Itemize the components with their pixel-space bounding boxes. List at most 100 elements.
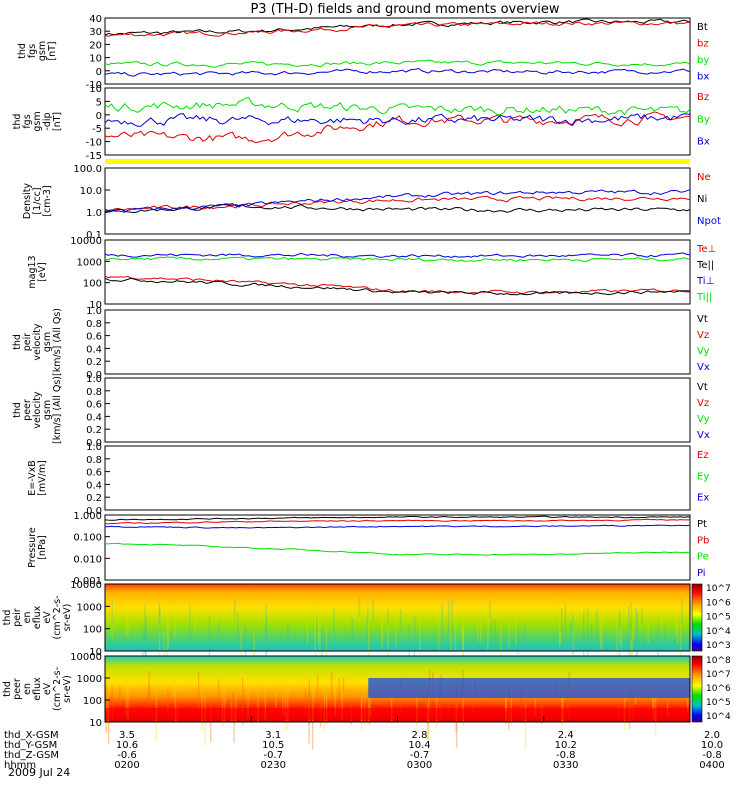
y-tick-label: 0.4: [86, 344, 102, 355]
spectrogram-streak: [119, 686, 121, 705]
y-axis-label: [km/s] (All Qs): [52, 376, 63, 444]
legend-entry: Vt: [697, 314, 708, 325]
y-axis-label: gsm: [42, 332, 53, 352]
y-axis-label: velocity: [32, 323, 43, 361]
y-tick-label: 0.001: [73, 576, 102, 587]
y-axis-label: fgs: [22, 114, 33, 128]
spectrogram-streak: [479, 606, 482, 643]
x-axis-value: 10.4: [408, 740, 430, 751]
panel-frame: [104, 239, 691, 305]
panel-frame: [104, 445, 691, 511]
spectrogram-streak: [616, 615, 618, 667]
spectrogram-streak: [127, 611, 129, 636]
spectrogram-streak: [435, 678, 438, 729]
spectrogram-streak: [647, 623, 649, 644]
spectrogram-streak: [317, 600, 319, 646]
spectrogram-streak: [559, 598, 561, 647]
y-axis-label: [cm-3]: [42, 185, 53, 216]
colorbar-tick-label: 10^8: [706, 656, 731, 666]
legend-entry: Vt: [697, 382, 708, 393]
legend-entry: Ez: [697, 450, 709, 461]
spectrogram-streak: [381, 606, 384, 637]
y-axis-label: gsm: [32, 111, 43, 131]
y-tick-label: 0.6: [86, 332, 102, 343]
x-axis-value: 10.6: [116, 740, 138, 751]
spectrogram-streak: [419, 619, 421, 655]
y-tick-label: 1.0: [86, 306, 102, 317]
y-tick-label: 0.0: [86, 506, 102, 517]
y-axis-label: thd: [2, 681, 13, 697]
spectrogram-streak: [325, 625, 328, 678]
x-axis-labels: thd_X-GSM 3.5 3.1 2.8 2.4 2.0 thd_Y-GSM 10.6 10.…: [4, 716, 725, 771]
legend-entry: Bt: [697, 22, 708, 33]
spectrogram-streak: [477, 604, 479, 642]
y-tick-label: 100: [83, 696, 102, 707]
spectrogram-streak: [520, 683, 523, 716]
spectrogram-streak: [461, 686, 463, 711]
spectrogram-streak: [451, 599, 453, 640]
y-tick-label: 100: [83, 625, 102, 636]
y-axis-label: gsm: [37, 41, 48, 61]
x-axis-row-label: hhmm: [4, 760, 36, 771]
spectrogram-streak: [275, 690, 277, 708]
legend-entry: Te||: [696, 260, 714, 271]
spectrogram-streak: [562, 690, 564, 723]
spectrogram-streak: [242, 678, 244, 725]
spectrogram-streak: [285, 681, 287, 732]
legend-entry: Pb: [697, 535, 709, 546]
spectrogram-streak: [601, 616, 603, 649]
y-tick-label: 1000: [77, 674, 102, 685]
spectrogram-streak: [387, 625, 389, 658]
y-tick-label: 0.8: [86, 387, 102, 398]
colorbar-tick-label: 10^3: [706, 641, 731, 651]
y-axis-label: en: [22, 683, 33, 695]
spectrogram-streak: [218, 621, 220, 637]
spectrogram-streak: [456, 700, 458, 748]
spectrogram-streak: [635, 608, 638, 660]
spectrogram-streak: [628, 605, 630, 656]
y-tick-label: 1000: [77, 257, 102, 268]
spectrogram-streak: [174, 619, 176, 639]
legend-entry: Vz: [697, 330, 709, 341]
x-axis-value: -0.7: [263, 750, 283, 761]
y-tick-label: 0.4: [86, 480, 102, 491]
spectrogram-streak: [111, 598, 113, 639]
legend-entry: By: [697, 114, 710, 125]
spectrogram-streak: [315, 599, 318, 618]
x-axis-value: -0.6: [117, 750, 137, 761]
y-axis-label: -dip: [42, 112, 53, 130]
spectrogram-streak: [308, 678, 310, 725]
spectrogram-streak: [312, 699, 314, 750]
y-axis-label: sr-eV): [62, 604, 73, 632]
y-axis-label: gsm: [42, 400, 53, 420]
series-line-Bx: [104, 113, 691, 127]
y-axis-label: Pressure: [27, 527, 38, 568]
spectrogram-streak: [237, 613, 239, 643]
spectrogram-streak: [441, 603, 443, 648]
y-tick-label: 10000: [70, 580, 102, 591]
y-tick-label: 0.010: [73, 554, 102, 565]
legend-entry: Te⊥: [696, 244, 716, 255]
spectrogram-streak: [618, 610, 621, 658]
spectrogram-streak: [572, 614, 574, 655]
spectrogram-streak: [408, 624, 410, 666]
panel-1: 40 30 20 10 0 -10 thd fgs gsm [nT] Bt bz by bx: [17, 14, 709, 91]
y-axis-label: peir: [22, 333, 33, 352]
x-axis-row-label: thd_X-GSM: [4, 730, 59, 741]
spectrogram-streak: [345, 673, 347, 691]
chart-title: P3 (TH-D) fields and ground moments over…: [250, 2, 559, 17]
y-axis-label: peer: [22, 399, 33, 421]
x-axis-value: 0300: [407, 760, 432, 771]
spectrogram-streak: [111, 686, 113, 722]
spectrogram-streak: [142, 628, 144, 672]
panel-frame: [104, 583, 691, 652]
spectrogram-streak: [437, 602, 440, 651]
x-axis-row-label: thd_Y-GSM: [4, 740, 57, 751]
spectrogram-image: [105, 584, 690, 651]
y-tick-label: 0.6: [86, 400, 102, 411]
spectrogram-streak: [235, 690, 237, 724]
series-line-Te||: [104, 277, 691, 296]
legend-entry: Npot: [697, 216, 721, 227]
panel-9: 10^7 10^6 10^5 10^4 10^3 10000 1000 100 10 thd pei…: [2, 580, 731, 679]
spectrogram-streak: [316, 674, 319, 700]
